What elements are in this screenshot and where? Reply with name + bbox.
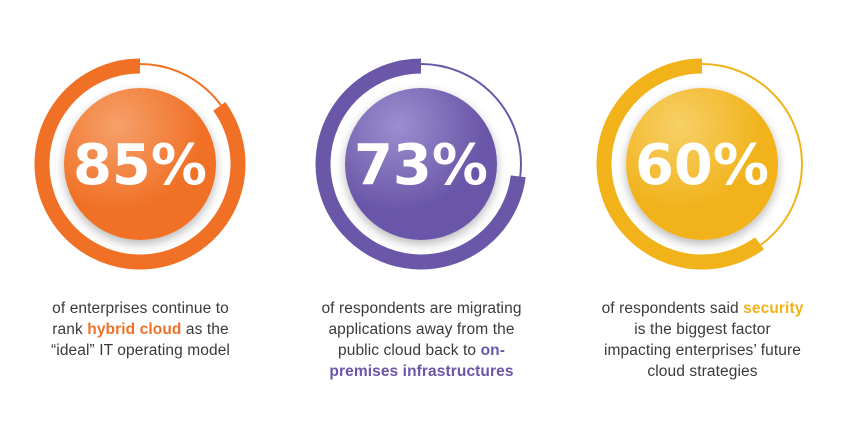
caption-highlight: hybrid cloud bbox=[87, 321, 182, 338]
caption-text: impacting enterprises’ future bbox=[603, 342, 802, 359]
caption-text: of respondents said bbox=[601, 300, 744, 317]
caption-text: of enterprises continue to bbox=[52, 300, 229, 317]
stat-value-security: 60% bbox=[635, 133, 769, 198]
caption-line: “ideal” IT operating model bbox=[0, 340, 281, 361]
caption-line: of respondents said security bbox=[562, 298, 843, 319]
caption-text: as the bbox=[181, 321, 229, 338]
caption-highlight: security bbox=[743, 300, 804, 317]
gauge-on-premises: 73% bbox=[315, 58, 526, 270]
gauge-disc-on-premises bbox=[345, 88, 497, 240]
gauge-arc-hybrid-cloud bbox=[34, 58, 246, 270]
caption-highlight: on- bbox=[480, 342, 505, 359]
caption-text: “ideal” IT operating model bbox=[51, 342, 230, 359]
caption-on-premises: of respondents are migrating applications… bbox=[281, 298, 562, 382]
caption-line: cloud strategies bbox=[562, 361, 843, 382]
stat-on-premises: 73% of respondents are migrating applicat… bbox=[281, 0, 562, 445]
caption-line: rank hybrid cloud as the bbox=[0, 319, 281, 340]
caption-highlight: premises infrastructures bbox=[329, 363, 514, 380]
caption-text: of respondents are migrating bbox=[321, 300, 522, 317]
gauge-hybrid-cloud: 85% bbox=[34, 58, 246, 270]
gauge-security: 60% bbox=[596, 58, 803, 270]
caption-text: applications away from the bbox=[328, 321, 515, 338]
caption-text: cloud strategies bbox=[647, 363, 758, 380]
stat-security: 60% of respondents said security is the b… bbox=[562, 0, 843, 445]
caption-line: impacting enterprises’ future bbox=[562, 340, 843, 361]
stat-value-hybrid-cloud: 85% bbox=[73, 133, 207, 198]
stat-hybrid-cloud: 85% of enterprises continue to rank hybri… bbox=[0, 0, 281, 445]
caption-hybrid-cloud: of enterprises continue to rank hybrid cl… bbox=[0, 298, 281, 361]
caption-text: is the biggest factor bbox=[634, 321, 771, 338]
gauge-arc-on-premises bbox=[315, 58, 526, 270]
caption-text: public cloud back to bbox=[338, 342, 481, 359]
caption-line: of respondents are migrating bbox=[281, 298, 562, 319]
caption-security: of respondents said security is the bigge… bbox=[562, 298, 843, 382]
caption-line: is the biggest factor bbox=[562, 319, 843, 340]
caption-line: applications away from the bbox=[281, 319, 562, 340]
gauge-disc-hybrid-cloud bbox=[64, 88, 216, 240]
caption-text: rank bbox=[52, 321, 88, 338]
stat-value-on-premises: 73% bbox=[354, 133, 488, 198]
gauge-arc-security bbox=[596, 58, 764, 270]
caption-line: of enterprises continue to bbox=[0, 298, 281, 319]
caption-line: public cloud back to on- bbox=[281, 340, 562, 361]
gauge-disc-security bbox=[626, 88, 778, 240]
caption-line: premises infrastructures bbox=[281, 361, 562, 382]
